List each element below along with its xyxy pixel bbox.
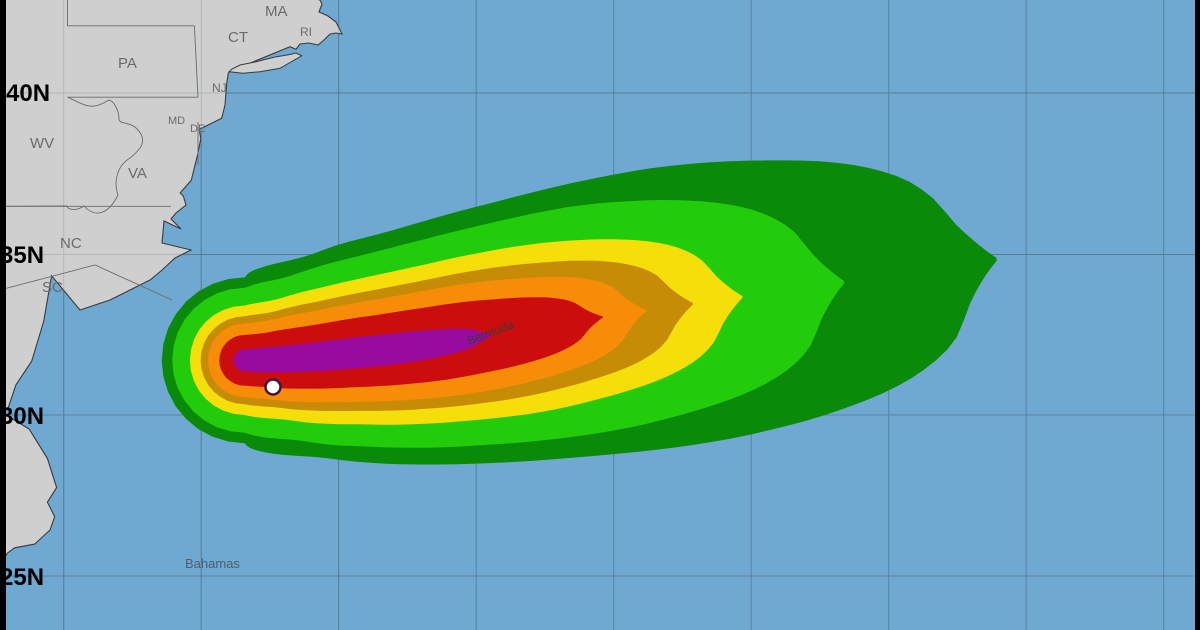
svg-text:PA: PA [118,55,137,72]
svg-text:CT: CT [228,29,248,46]
svg-text:30N: 30N [0,403,44,430]
svg-text:Bahamas: Bahamas [185,556,240,571]
svg-text:RI: RI [300,25,312,39]
svg-text:DE: DE [190,123,205,135]
svg-text:35N: 35N [0,242,44,269]
svg-text:25N: 25N [0,564,44,591]
svg-text:MD: MD [168,115,185,127]
svg-text:WV: WV [30,135,54,152]
svg-text:VA: VA [128,165,147,182]
svg-text:40N: 40N [6,80,50,107]
svg-text:MA: MA [265,3,288,20]
svg-text:SC: SC [42,279,63,296]
